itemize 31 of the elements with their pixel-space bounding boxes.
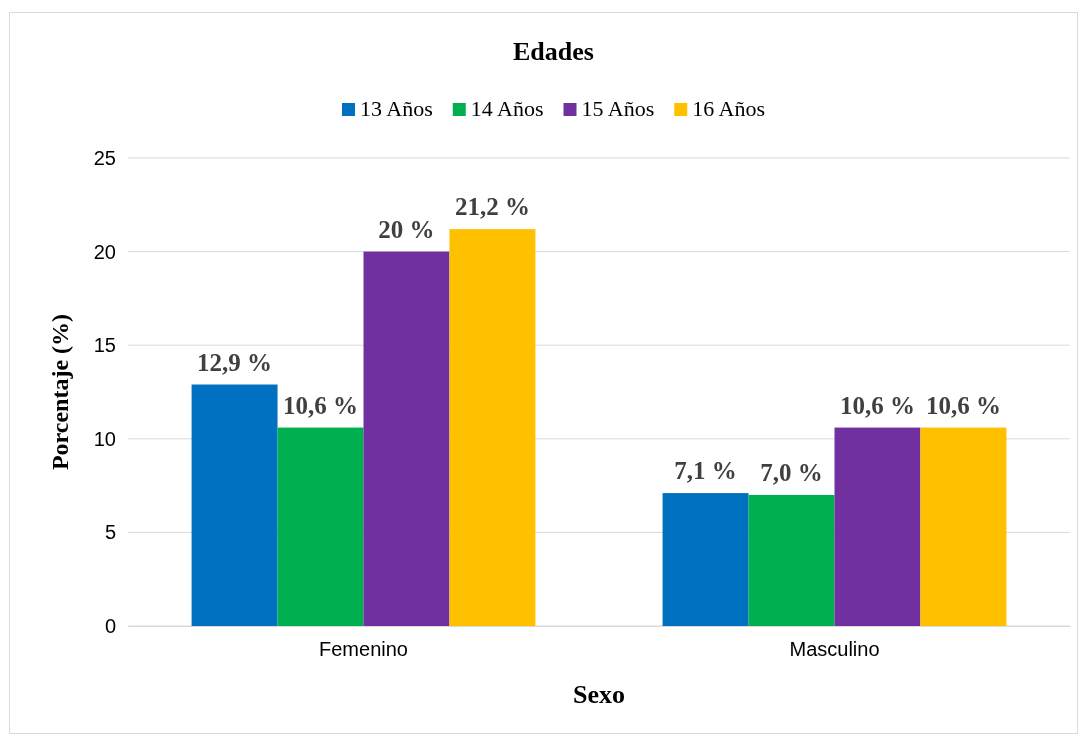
bar <box>748 494 835 626</box>
y-tick-label: 15 <box>93 334 116 357</box>
x-axis-title: Sexo <box>573 680 625 709</box>
y-tick-label: 10 <box>93 427 116 450</box>
legend-label: 14 Años <box>470 96 544 121</box>
bar <box>277 427 364 626</box>
bar <box>363 251 450 626</box>
y-tick-label: 25 <box>93 146 116 169</box>
y-axis-title: Porcentaje (%) <box>47 313 73 471</box>
data-label: 12,9 % <box>197 348 273 376</box>
data-label: 20 % <box>378 215 435 243</box>
bar <box>449 229 536 626</box>
bar <box>191 384 278 626</box>
bar <box>920 427 1007 626</box>
x-tick-label: Femenino <box>319 638 408 661</box>
y-tick-label: 0 <box>104 614 116 637</box>
bar <box>662 493 749 626</box>
data-label: 10,6 % <box>283 391 359 419</box>
y-tick-label: 5 <box>104 521 116 544</box>
bar <box>834 427 921 626</box>
data-label: 21,2 % <box>454 193 530 221</box>
data-label: 10,6 % <box>925 391 1001 419</box>
data-label: 10,6 % <box>839 391 915 419</box>
data-label: 7,0 % <box>760 458 823 486</box>
chart-title: Edades <box>513 37 594 66</box>
x-tick-label: Masculino <box>789 638 880 661</box>
legend-label: 15 Años <box>581 96 655 121</box>
legend-label: 16 Años <box>692 96 765 121</box>
legend-label: 13 Años <box>360 96 433 121</box>
y-tick-label: 20 <box>93 240 116 263</box>
data-label: 7,1 % <box>674 457 737 485</box>
